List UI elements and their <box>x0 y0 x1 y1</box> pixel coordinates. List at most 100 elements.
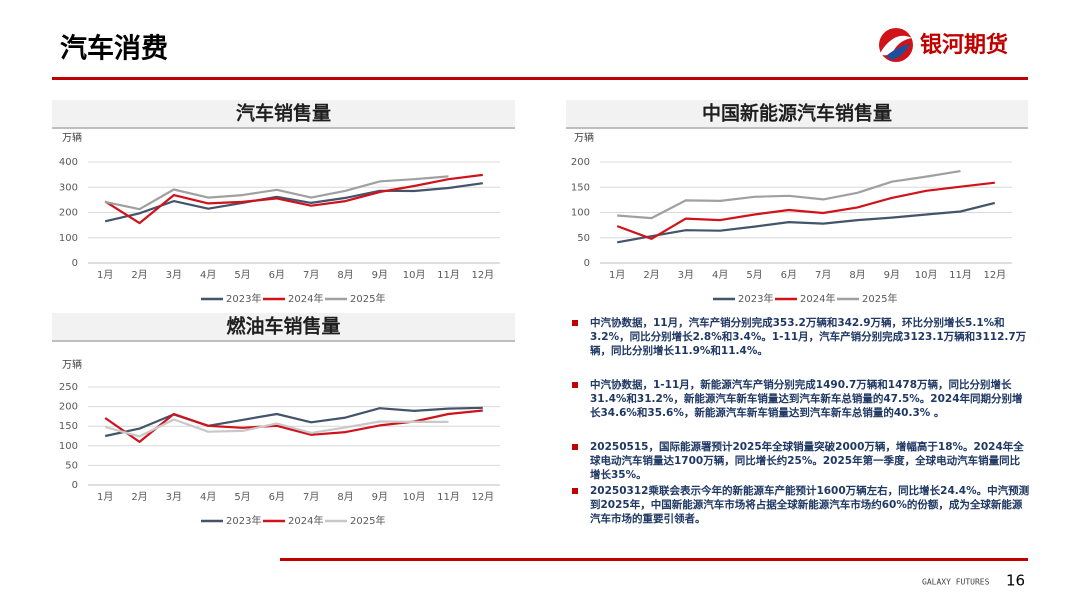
legend-label: 2024年 <box>800 292 835 305</box>
series-line <box>617 170 961 220</box>
x-tick-label: 12月 <box>471 269 494 281</box>
x-tick-label: 8月 <box>849 269 865 281</box>
y-tick-label: 150 <box>59 421 78 432</box>
bullet-text: 20250515，国际能源署预计2025年全球销量突破2000万辆，增幅高于18… <box>590 441 1024 481</box>
bullet: 中汽协数据，1-11月，新能源汽车产销分别完成1490.7万辆和1478万辆，同… <box>572 378 1030 420</box>
legend-label: 2025年 <box>862 292 897 305</box>
chart-title-band <box>52 100 515 128</box>
y-tick-label: 0 <box>584 258 590 269</box>
x-tick-label: 1月 <box>97 491 113 503</box>
legend-label: 2023年 <box>226 292 261 305</box>
series-line <box>104 409 483 443</box>
chart-title: 中国新能源汽车销售量 <box>702 102 892 125</box>
y-axis-label: 万辆 <box>62 358 82 371</box>
y-tick-label: 0 <box>72 258 78 269</box>
x-tick-label: 5月 <box>234 491 250 503</box>
x-tick-label: 9月 <box>372 269 388 281</box>
x-tick-label: 10月 <box>403 491 426 503</box>
x-tick-label: 6月 <box>269 269 285 281</box>
logo-text: 银河期货 <box>920 32 1008 58</box>
y-axis-label: 万辆 <box>574 131 594 144</box>
x-tick-label: 12月 <box>983 269 1006 281</box>
y-axis-label: 万辆 <box>62 131 82 144</box>
x-tick-label: 11月 <box>437 491 460 503</box>
y-tick-label: 150 <box>571 182 590 193</box>
bullet: 20250312乘联会表示今年的新能源车产能预计1600万辆左右，同比增长24.… <box>572 484 1030 526</box>
y-tick-label: 200 <box>571 157 590 168</box>
y-tick-label: 250 <box>59 382 78 393</box>
series-line <box>616 181 995 240</box>
series-line <box>104 175 449 211</box>
x-tick-label: 11月 <box>949 269 972 281</box>
x-tick-label: 2月 <box>131 269 147 281</box>
header-rule <box>52 77 1028 80</box>
x-tick-label: 2月 <box>643 269 659 281</box>
footer-rule <box>280 558 1028 561</box>
y-tick-label: 50 <box>577 233 590 244</box>
x-tick-label: 8月 <box>337 491 353 503</box>
x-tick-label: 6月 <box>781 269 797 281</box>
legend-label: 2023年 <box>738 292 773 305</box>
bullet-marker <box>572 444 578 450</box>
y-tick-label: 0 <box>72 480 78 491</box>
chart-title-band <box>52 313 515 341</box>
x-tick-label: 5月 <box>234 269 250 281</box>
x-tick-label: 8月 <box>337 269 353 281</box>
x-tick-label: 3月 <box>166 269 182 281</box>
legend-label: 2024年 <box>288 514 323 527</box>
x-tick-label: 12月 <box>471 491 494 503</box>
x-tick-label: 11月 <box>437 269 460 281</box>
x-tick-label: 9月 <box>884 269 900 281</box>
bullet-text: 20250312乘联会表示今年的新能源车产能预计1600万辆左右，同比增长24.… <box>590 485 1030 525</box>
bullet-marker <box>572 488 578 494</box>
y-tick-label: 200 <box>59 402 78 413</box>
chart-title: 汽车销售量 <box>236 102 331 125</box>
x-tick-label: 5月 <box>746 269 762 281</box>
footer-brand: GALAXY FUTURES <box>922 578 990 587</box>
y-tick-label: 50 <box>65 460 78 471</box>
series-line <box>617 201 996 244</box>
legend-label: 2023年 <box>226 514 261 527</box>
chart-title-band <box>566 100 1028 128</box>
legend-label: 2025年 <box>350 514 385 527</box>
series-line <box>104 406 483 438</box>
legend-label: 2024年 <box>288 292 323 305</box>
x-tick-label: 2月 <box>131 491 147 503</box>
y-tick-label: 100 <box>571 208 590 219</box>
x-tick-label: 1月 <box>609 269 625 281</box>
bullet-text: 中汽协数据，1-11月，新能源汽车产销分别完成1490.7万辆和1478万辆，同… <box>590 379 1023 419</box>
x-tick-label: 9月 <box>372 491 388 503</box>
logo-icon <box>879 28 913 62</box>
legend-label: 2025年 <box>350 292 385 305</box>
bullet: 中汽协数据，11月，汽车产销分别完成353.2万辆和342.9万辆，环比分别增长… <box>572 316 1030 358</box>
y-tick-label: 300 <box>59 182 78 193</box>
series-line <box>104 418 449 438</box>
series-line <box>104 173 483 225</box>
page-title: 汽车消费 <box>60 33 168 65</box>
chart-title: 燃油车销售量 <box>226 315 340 338</box>
x-tick-label: 10月 <box>915 269 938 281</box>
x-tick-label: 7月 <box>303 269 319 281</box>
bullet: 20250515，国际能源署预计2025年全球销量突破2000万辆，增幅高于18… <box>572 440 1030 482</box>
page-number: 16 <box>1006 572 1025 590</box>
x-tick-label: 6月 <box>269 491 285 503</box>
y-tick-label: 100 <box>59 441 78 452</box>
x-tick-label: 7月 <box>303 491 319 503</box>
y-tick-label: 200 <box>59 208 78 219</box>
bullet-text: 中汽协数据，11月，汽车产销分别完成353.2万辆和342.9万辆，环比分别增长… <box>590 317 1027 357</box>
y-tick-label: 100 <box>59 233 78 244</box>
x-tick-label: 4月 <box>200 269 216 281</box>
bullet-marker <box>572 320 578 326</box>
y-tick-label: 400 <box>59 157 78 168</box>
bullet-marker <box>572 382 578 388</box>
x-tick-label: 3月 <box>678 269 694 281</box>
x-tick-label: 1月 <box>97 269 113 281</box>
series-line <box>104 182 483 223</box>
x-tick-label: 3月 <box>166 491 182 503</box>
x-tick-label: 7月 <box>815 269 831 281</box>
x-tick-label: 4月 <box>712 269 728 281</box>
x-tick-label: 4月 <box>200 491 216 503</box>
x-tick-label: 10月 <box>403 269 426 281</box>
